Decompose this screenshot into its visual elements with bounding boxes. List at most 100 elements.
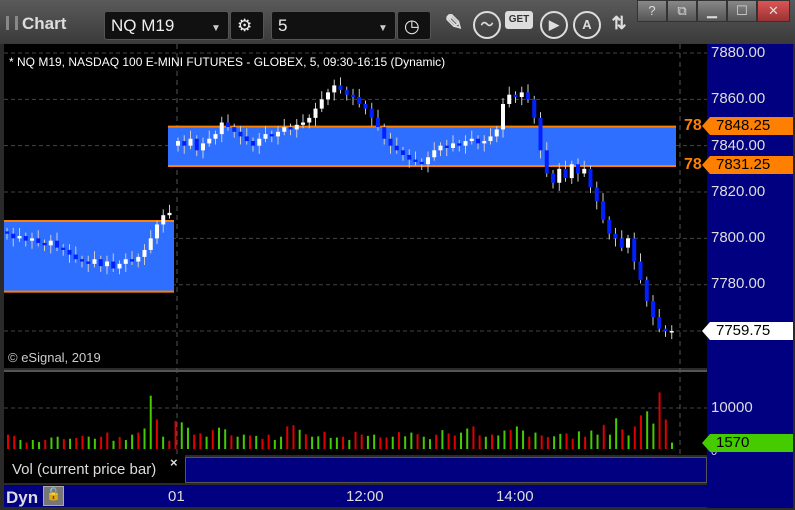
time-label: 12:00 xyxy=(346,488,384,505)
maximize-button[interactable]: ☐ xyxy=(727,0,757,22)
candle-body xyxy=(526,92,530,100)
candle-body xyxy=(476,138,480,144)
prior-day-zone xyxy=(4,220,174,292)
pencil-icon[interactable]: ✎ xyxy=(444,10,464,35)
candle-body xyxy=(167,212,172,216)
candle-body xyxy=(11,233,16,239)
candle-body xyxy=(319,99,324,109)
candle-body xyxy=(148,238,153,250)
price-tick: 7840.00 xyxy=(711,137,766,154)
candle-body xyxy=(463,141,468,146)
level-price-tag: 7831.25 xyxy=(702,156,793,174)
candle-body xyxy=(276,131,280,137)
candle-body xyxy=(594,187,599,202)
candle-body xyxy=(382,127,387,139)
close-study-icon[interactable]: × xyxy=(170,455,178,470)
close-button[interactable]: ✕ xyxy=(757,0,790,22)
candle-body xyxy=(201,143,205,151)
candle-body xyxy=(219,122,224,135)
candle-body xyxy=(176,141,180,146)
candle-body xyxy=(544,150,549,174)
candle-body xyxy=(626,238,630,248)
help-button[interactable]: ? xyxy=(637,0,667,22)
candle-body xyxy=(532,99,537,118)
candle-body xyxy=(61,247,66,250)
interval-settings-button[interactable]: ◷ xyxy=(397,11,431,40)
candle-body xyxy=(36,238,41,243)
level-label: 78 xyxy=(684,156,702,173)
symbol-dropdown[interactable]: NQ M19 ▼ xyxy=(104,11,229,40)
candle-body xyxy=(419,161,424,165)
candle-body xyxy=(161,215,166,225)
candle-body xyxy=(394,145,399,151)
candle-body xyxy=(155,224,159,239)
play-icon[interactable]: ▶ xyxy=(540,11,568,39)
candle-body xyxy=(357,97,362,104)
symbol-settings-button[interactable]: ⚙ xyxy=(230,11,264,40)
candle-body xyxy=(488,136,493,142)
candle-body xyxy=(432,150,437,158)
candle-body xyxy=(426,157,430,165)
candle-body xyxy=(136,256,141,262)
candle-body xyxy=(576,164,580,174)
alert-icon[interactable]: A xyxy=(573,11,601,39)
get-icon[interactable]: GET xyxy=(505,11,533,29)
interval-dropdown[interactable]: 5 ▼ xyxy=(271,11,396,40)
candle-body xyxy=(551,173,555,183)
candle-body xyxy=(344,90,349,95)
candle-body xyxy=(538,117,543,151)
current-volume-tag: 1570 xyxy=(702,434,793,452)
candle-body xyxy=(288,127,293,130)
swap-icon[interactable]: ⇅ xyxy=(611,13,627,33)
legend-bar xyxy=(185,457,707,483)
candle-body xyxy=(188,138,193,146)
price-tick: 7860.00 xyxy=(711,90,766,107)
candle-body xyxy=(226,122,230,128)
chevron-down-icon: ▼ xyxy=(211,23,221,34)
candle-body xyxy=(55,240,59,248)
candle-body xyxy=(123,259,128,264)
candle-body xyxy=(294,124,299,130)
candle-body xyxy=(413,159,418,162)
price-chart[interactable] xyxy=(4,44,707,368)
price-tick: 7820.00 xyxy=(711,183,766,200)
candle-body xyxy=(644,280,649,301)
level-price-tag: 7848.25 xyxy=(702,117,793,135)
candle-body xyxy=(501,103,505,130)
candle-body xyxy=(563,168,568,179)
level-label: 78 xyxy=(684,117,702,134)
symbol-value: NQ M19 xyxy=(111,16,175,35)
candle-body xyxy=(98,259,103,267)
minimize-button[interactable]: ▁ xyxy=(697,0,727,22)
candle-body xyxy=(338,85,343,91)
candle-body xyxy=(67,249,72,255)
candle-body xyxy=(142,249,147,257)
candle-body xyxy=(207,138,212,144)
candle-body xyxy=(494,129,499,137)
candle-body xyxy=(363,103,368,109)
drag-grip-icon[interactable] xyxy=(6,16,18,30)
volume-legend-label: Vol (current price bar) xyxy=(12,461,157,478)
candle-body xyxy=(569,164,574,179)
candle-body xyxy=(651,300,655,318)
candle-body xyxy=(105,261,109,267)
time-label: 14:00 xyxy=(496,488,534,505)
candle-body xyxy=(80,259,84,262)
candle-body xyxy=(213,134,218,139)
volume-tick: 10000 xyxy=(711,399,753,416)
lock-icon[interactable]: 🔓 xyxy=(43,486,64,506)
chevron-down-icon: ▼ xyxy=(378,23,388,34)
candle-body xyxy=(269,134,274,137)
candle-body xyxy=(23,236,28,241)
studies-icon[interactable]: 〜 xyxy=(473,11,501,39)
candle-body xyxy=(376,117,380,128)
candle-body xyxy=(369,108,374,118)
link-button[interactable]: ⧉ xyxy=(667,0,697,22)
candle-body xyxy=(182,141,187,146)
candle-body xyxy=(513,94,518,98)
candle-body xyxy=(301,122,305,125)
dynamic-mode-label[interactable]: Dyn xyxy=(6,488,39,507)
time-label: 01 xyxy=(168,488,185,505)
time-axis[interactable]: Dyn 🔓 01 12:00 14:00 xyxy=(4,485,707,507)
candle-body xyxy=(5,231,9,234)
